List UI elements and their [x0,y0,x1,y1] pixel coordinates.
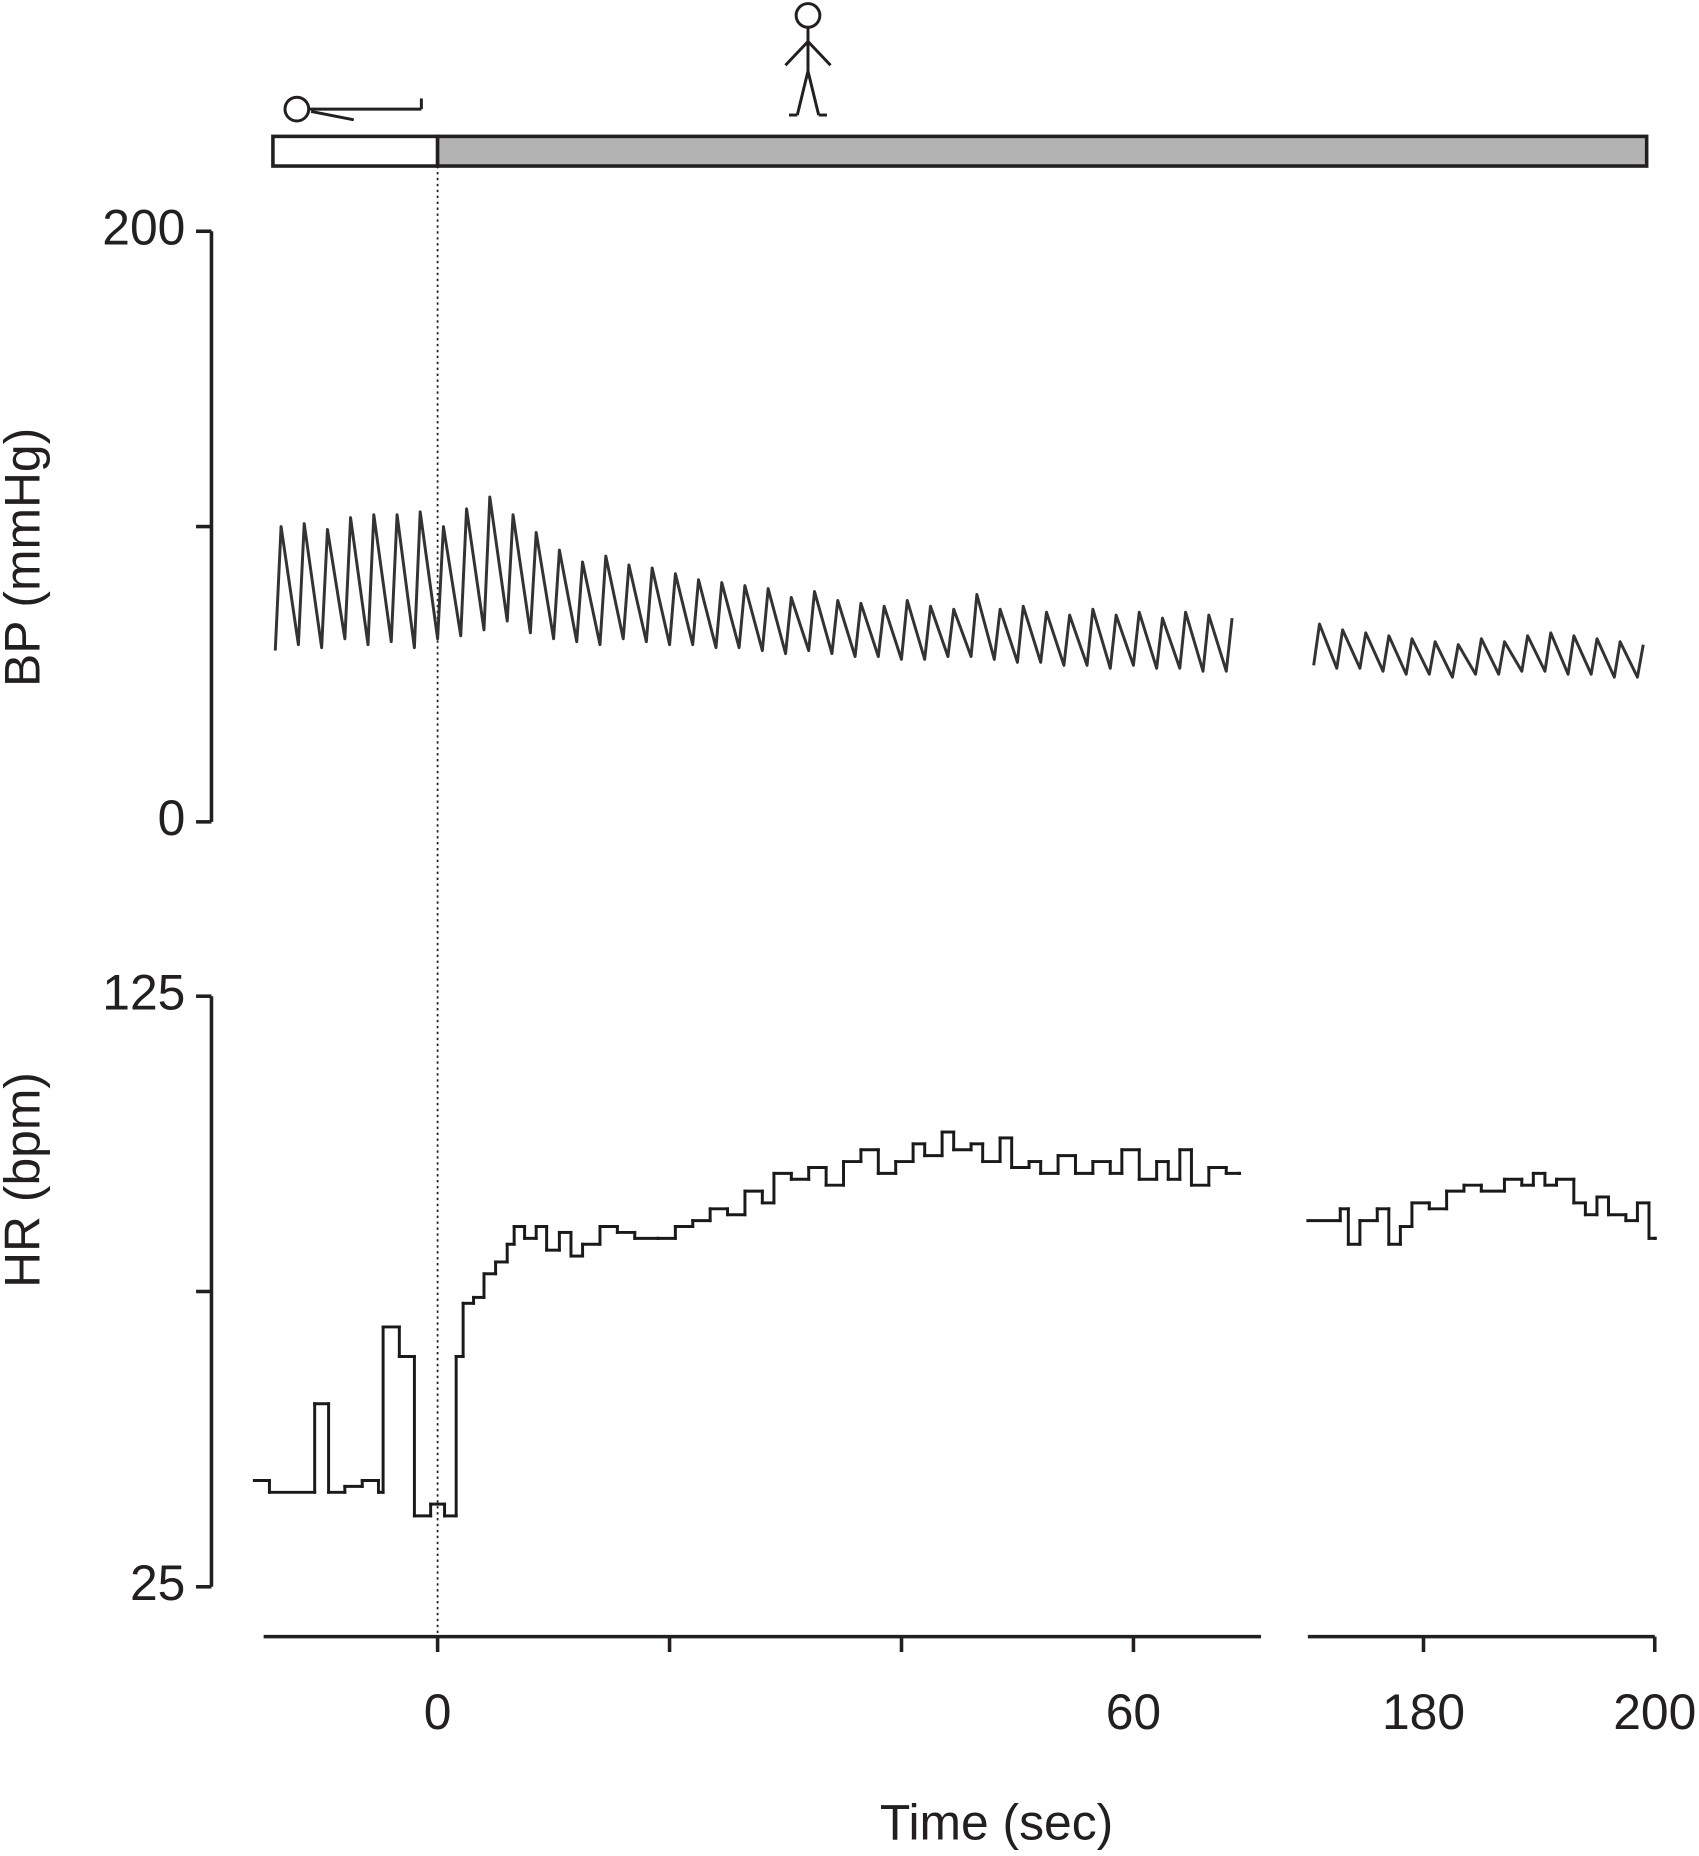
bp-trace [1312,622,1645,679]
y-tick-label: 125 [102,964,185,1020]
supine-icon [283,95,423,123]
y-tick-label: 200 [102,199,185,255]
x-axis-label: Time (sec) [880,1795,1113,1851]
x-tick-label: 200 [1613,1684,1696,1740]
bp-trace [273,495,1234,673]
posture-bar [271,134,440,168]
standing-icon [784,2,832,117]
y-axis-label: BP (mmHg) [0,428,51,687]
y-axis-label: HR (bpm) [0,1072,51,1288]
x-tick-label: 0 [424,1684,452,1740]
posture-bar [435,134,1649,168]
x-tick-label: 180 [1382,1684,1465,1740]
y-tick-label: 0 [158,790,186,846]
x-tick-label: 60 [1106,1684,1161,1740]
y-tick-label: 25 [130,1555,185,1611]
